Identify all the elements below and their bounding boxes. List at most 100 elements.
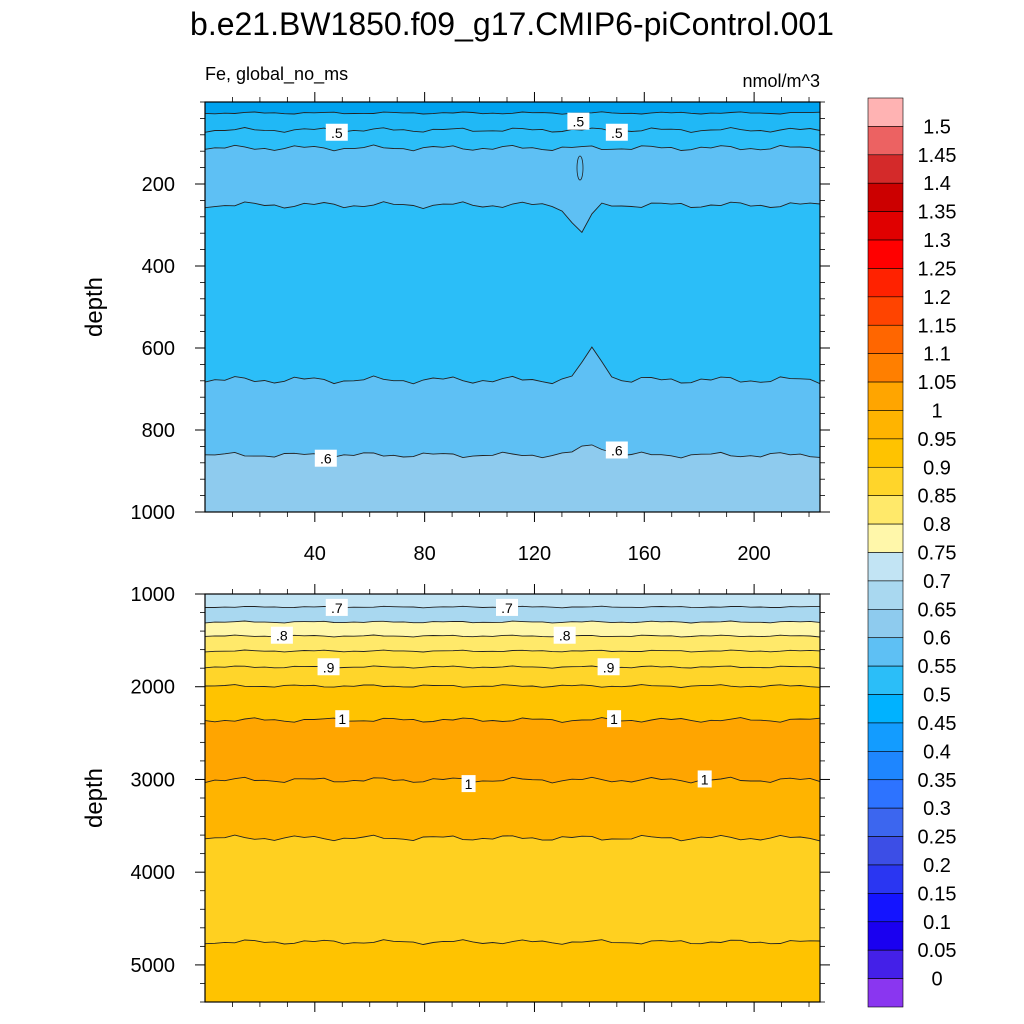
contour-label: 1	[701, 771, 709, 787]
contour-label: .8	[559, 628, 571, 644]
contour-fill-band-4	[205, 650, 820, 669]
colorbar-box	[867, 268, 904, 298]
colorbar-label: 1.2	[923, 287, 951, 309]
colorbar-label: 0.35	[918, 770, 957, 792]
right-string: nmol/m^3	[743, 71, 820, 91]
y-tick-label: 5000	[131, 955, 176, 977]
y-tick-label: 200	[142, 174, 175, 196]
y-axis-label: depth	[81, 277, 108, 337]
colorbar-box	[867, 296, 904, 326]
lower-panel	[204, 594, 821, 1002]
upper-axes: 40 80 120 160 200 200 400 600 800 1000 depth .5 .5 .5…	[81, 92, 830, 565]
y-tick-label: 800	[142, 420, 175, 442]
contour-fill-band-4	[205, 201, 820, 384]
left-string: Fe, global_no_ms	[205, 64, 348, 85]
colorbar-box	[867, 921, 904, 951]
contour-label: .7	[331, 600, 343, 616]
contour-fill-band-8	[205, 777, 820, 841]
colorbar-label: 0.2	[923, 855, 951, 877]
contour-label: .6	[611, 443, 623, 459]
colorbar-box	[867, 97, 904, 127]
contour-label-box	[607, 710, 622, 728]
y-tick-label: 2000	[131, 677, 176, 699]
colorbar-label: 1.3	[923, 230, 951, 252]
contour-line	[204, 620, 821, 624]
colorbar-label: 1.05	[918, 372, 957, 394]
contour-label: .5	[331, 125, 343, 141]
contour-label: .5	[573, 114, 585, 130]
colorbar-label: 0.55	[918, 656, 957, 678]
colorbar-label: 0.5	[923, 685, 951, 707]
contour-label-box	[567, 112, 590, 130]
contour-label: .6	[320, 451, 332, 467]
colorbar-box	[867, 466, 904, 496]
colorbar-box	[867, 495, 904, 525]
colorbar-label: 0.85	[918, 486, 957, 508]
contour-line	[204, 346, 821, 385]
x-tick-label: 120	[518, 543, 551, 565]
contour-fill-band-1	[205, 111, 820, 133]
colorbar-box	[867, 580, 904, 610]
contour-label-box	[325, 123, 348, 141]
y-tick-label: 4000	[131, 862, 176, 884]
colorbar-box	[867, 353, 904, 383]
contour-fill-band-5	[205, 347, 820, 458]
y-tick-label: 1000	[131, 584, 176, 606]
contour-line	[204, 717, 821, 723]
contour-line	[204, 939, 821, 945]
contour-line	[204, 201, 821, 234]
contour-fill-band-6	[205, 444, 820, 512]
contour-line	[204, 444, 821, 459]
contour-label-box	[597, 658, 620, 676]
colorbar-label: 1.15	[918, 315, 957, 337]
colorbar-box	[867, 694, 904, 724]
colorbar-box	[867, 324, 904, 354]
contour-label: 1	[465, 776, 473, 792]
contour-line	[204, 665, 821, 669]
colorbar-label: 0.6	[923, 628, 951, 650]
colorbar-label: 0.4	[923, 741, 951, 763]
colorbar-box	[867, 665, 904, 695]
lower-axes: 1000 2000 3000 4000 5000 depth .7 .7 .8 .8 .9 .9 1 1 1…	[81, 584, 830, 1012]
colorbar-box	[867, 126, 904, 156]
colorbar-label: 1.35	[918, 202, 957, 224]
contour-fill-band-3	[205, 145, 820, 233]
figure-title: b.e21.BW1850.f09_g17.CMIP6-piControl.001	[190, 6, 834, 42]
y-tick-label: 3000	[131, 769, 176, 791]
colorbar-label: 0.1	[923, 912, 951, 934]
contour-label-box	[605, 441, 628, 459]
colorbar-label: 1.5	[923, 116, 951, 138]
x-tick-label: 160	[628, 543, 661, 565]
contour-line	[204, 127, 821, 133]
contour-fill-band-10	[205, 939, 820, 1002]
y-tick-label: 400	[142, 256, 175, 278]
colorbar-label: 0.05	[918, 940, 957, 962]
colorbar-box	[867, 864, 904, 894]
contour-fill-band-0	[205, 102, 820, 115]
contour-label-box	[605, 123, 628, 141]
colorbar-label: 0.45	[918, 713, 957, 735]
colorbar-box	[867, 893, 904, 923]
contour-label-box	[697, 770, 712, 788]
colorbar-box	[867, 154, 904, 184]
contour-line	[204, 684, 821, 688]
contour-fill-band-2	[205, 127, 820, 151]
colorbar-label: 0.65	[918, 599, 957, 621]
contour-fill-band-9	[205, 835, 820, 945]
colorbar-label: 1.4	[923, 173, 951, 195]
contour-label: .7	[501, 600, 513, 616]
contour-fill-band-6	[205, 684, 820, 723]
contour-label-box	[325, 598, 348, 616]
contour-label-box	[461, 775, 476, 793]
colorbar-box	[867, 637, 904, 667]
colorbar-box	[867, 438, 904, 468]
x-tick-label: 200	[737, 543, 770, 565]
colorbar-box	[867, 211, 904, 241]
colorbar-box	[867, 949, 904, 979]
colorbar-label: 1.25	[918, 258, 957, 280]
contour-label-box	[317, 658, 340, 676]
plot-frame	[204, 101, 821, 513]
contour-label-box	[335, 710, 350, 728]
colorbar-box	[867, 722, 904, 752]
contour-label: 1	[338, 711, 346, 727]
